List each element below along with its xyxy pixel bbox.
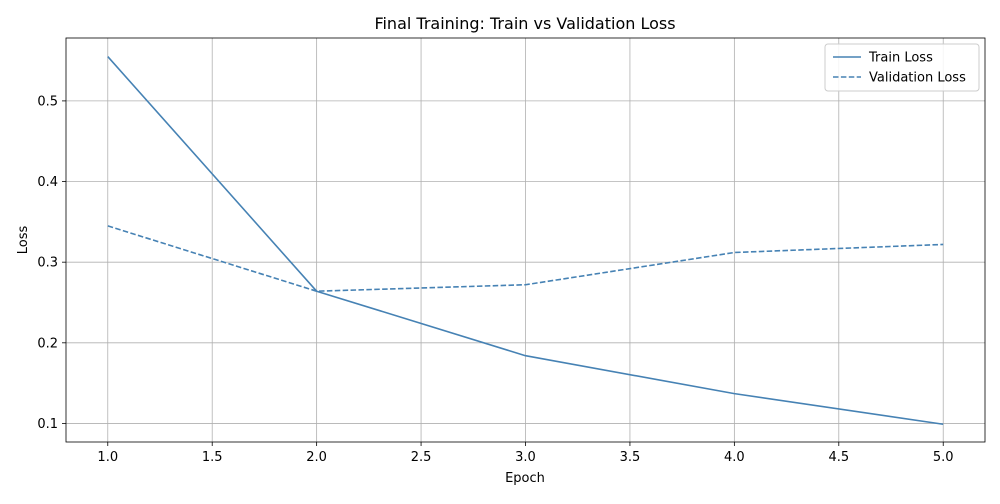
x-axis-label: Epoch	[505, 471, 545, 486]
series-line-train-loss	[107, 56, 944, 426]
x-tick-label: 3.0	[515, 450, 536, 465]
legend-box	[824, 43, 980, 92]
x-tick-label: 1.0	[97, 450, 118, 465]
x-tick-label: 2.0	[306, 450, 327, 465]
y-tick-label: 0.1	[37, 417, 58, 432]
x-tick-label: 4.5	[828, 450, 849, 465]
series-line-validation-loss	[107, 225, 944, 293]
y-axis-label: Loss	[16, 226, 31, 255]
x-tick-label: 3.5	[620, 450, 641, 465]
x-tick-label: 2.5	[411, 450, 432, 465]
grid-layer	[66, 38, 985, 442]
y-tick-label: 0.3	[37, 256, 58, 271]
y-tick-label: 0.2	[37, 336, 58, 351]
x-tick-label: 1.5	[202, 450, 223, 465]
axes-layer: 1.0 1.5 2.0 2.5 3.0 3.5 4.0 4.5 5.0 0.1 0.2 0.3 0.4 0…	[37, 37, 986, 465]
legend-label-train-loss: Train Loss	[868, 51, 933, 66]
y-tick-label: 0.5	[37, 94, 58, 109]
x-tick-label: 4.0	[724, 450, 745, 465]
legend: Train Loss Validation Loss	[824, 43, 980, 92]
chart-title: Final Training: Train vs Validation Loss	[374, 14, 675, 33]
legend-label-validation-loss: Validation Loss	[869, 71, 966, 86]
series-layer	[107, 56, 944, 426]
y-tick-label: 0.4	[37, 175, 58, 190]
x-tick-label: 5.0	[933, 450, 954, 465]
